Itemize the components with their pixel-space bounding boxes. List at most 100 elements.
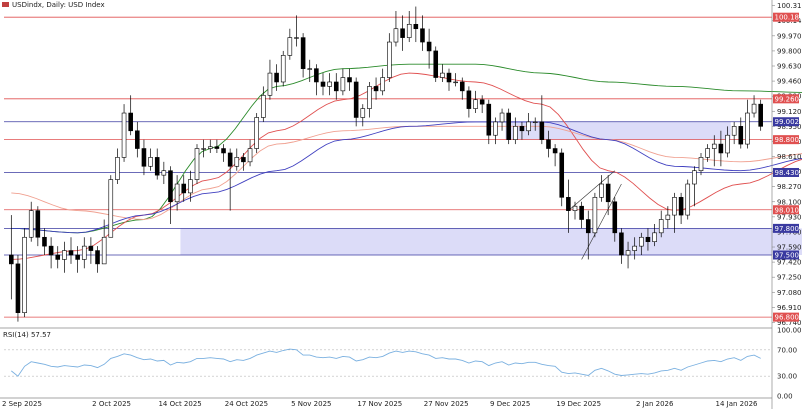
candle-body — [652, 232, 657, 243]
candle-body — [254, 117, 259, 149]
candle-97 — [652, 223, 657, 247]
candle-106 — [711, 135, 717, 167]
candle-body — [579, 205, 584, 220]
candle-49 — [333, 73, 339, 100]
candle-77 — [519, 121, 525, 140]
price-tick-label: 99.970 — [777, 32, 802, 40]
candle-body — [373, 86, 379, 92]
candle-19 — [135, 121, 140, 158]
candle-7 — [55, 246, 61, 269]
candle-body — [758, 103, 763, 127]
candle-5 — [42, 228, 47, 256]
candle-67 — [453, 73, 458, 87]
candle-112 — [751, 95, 757, 118]
candle-body — [466, 90, 472, 109]
candle-body — [274, 72, 279, 83]
candle-48 — [327, 73, 332, 96]
candle-body — [241, 157, 246, 163]
candle-71 — [479, 95, 485, 114]
candle-body — [433, 50, 439, 78]
price-tick-label: 97.420 — [777, 259, 802, 267]
level-price-tag-label: 99.260 — [775, 95, 800, 103]
level-price-tag — [773, 167, 799, 177]
candle-64 — [433, 46, 439, 82]
candle-108 — [725, 126, 730, 158]
level-price-tag-label: 98.430 — [775, 169, 800, 177]
candle-94 — [632, 237, 637, 260]
candle-body — [751, 103, 757, 114]
candle-body — [526, 121, 531, 132]
candle-body — [387, 41, 392, 78]
time-tick-label: 9 Dec 2025 — [490, 400, 530, 408]
candle-body — [121, 112, 127, 158]
candle-39 — [267, 59, 273, 100]
candle-53 — [360, 104, 366, 127]
price-tick-label: 97.080 — [777, 289, 802, 297]
price-tick-label: 97.590 — [777, 244, 802, 252]
rsi-line — [11, 348, 761, 377]
time-tick-label: 2 Sep 2025 — [2, 400, 42, 408]
rsi-tick-label: 70.00 — [777, 346, 797, 354]
candle-33 — [227, 148, 233, 211]
candle-74 — [499, 108, 505, 131]
candle-96 — [645, 228, 651, 251]
candle-13 — [95, 246, 100, 273]
candle-body — [300, 37, 306, 69]
candle-body — [605, 183, 611, 203]
candle-body — [214, 146, 220, 149]
candle-body — [513, 126, 518, 140]
candle-body — [738, 126, 744, 145]
candle-body — [267, 72, 273, 96]
candle-81 — [546, 130, 551, 158]
candle-body — [161, 170, 167, 176]
candle-113 — [758, 99, 763, 131]
candle-body — [585, 219, 591, 234]
candle-body — [148, 157, 153, 167]
candle-body — [559, 152, 565, 198]
candle-body — [678, 197, 684, 216]
candle-body — [42, 236, 47, 247]
candle-body — [539, 121, 545, 140]
candle-52 — [353, 77, 359, 127]
candle-body — [486, 103, 492, 136]
candle-60 — [406, 10, 412, 43]
price-tick-label: 98.270 — [777, 183, 802, 191]
price-tick-label: 99.800 — [777, 47, 802, 55]
candle-75 — [506, 108, 511, 145]
candle-body — [287, 37, 293, 56]
candle-38 — [261, 86, 266, 122]
candle-body — [62, 250, 67, 260]
level-price-tag — [773, 223, 799, 233]
candle-25 — [174, 175, 180, 211]
candle-body — [519, 126, 525, 132]
candle-28 — [194, 144, 200, 185]
candle-body — [619, 232, 624, 256]
candle-0 — [9, 215, 14, 300]
candle-body — [333, 81, 339, 92]
candle-26 — [181, 175, 187, 202]
level-price-tag-label: 98.800 — [775, 136, 800, 144]
candle-body — [307, 68, 313, 70]
candle-body — [625, 250, 631, 256]
candle-body — [221, 148, 226, 154]
candle-42 — [287, 28, 293, 60]
candle-body — [320, 81, 326, 87]
candle-body — [745, 112, 750, 145]
time-tick-label: 5 Nov 2025 — [291, 400, 331, 408]
price-tick-label: 98.950 — [777, 123, 802, 131]
candle-body — [546, 139, 551, 149]
candle-body — [314, 68, 319, 83]
candle-18 — [128, 95, 133, 136]
candle-73 — [493, 117, 498, 145]
candle-body — [705, 148, 710, 158]
price-tick-label: 97.250 — [777, 274, 802, 282]
candle-45 — [307, 59, 313, 82]
level-price-tag — [773, 312, 799, 322]
candle-35 — [241, 152, 246, 171]
candle-body — [493, 121, 498, 136]
candle-body — [234, 157, 240, 167]
price-tick-label: 98.100 — [777, 198, 802, 206]
candle-body — [9, 254, 14, 265]
candle-body — [22, 236, 27, 313]
candle-21 — [148, 148, 153, 171]
